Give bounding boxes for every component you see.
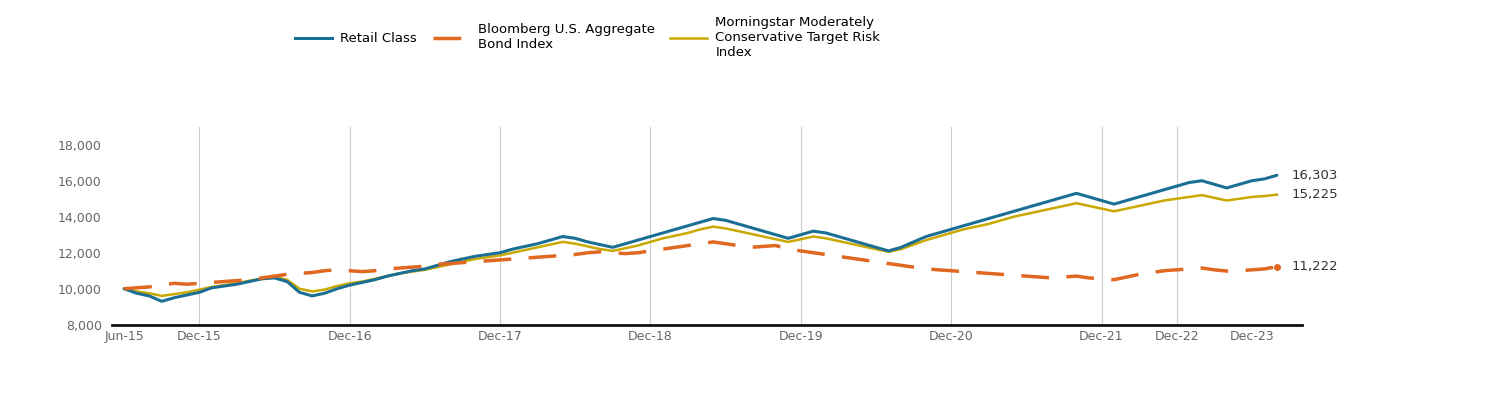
Text: 11,222: 11,222: [1292, 260, 1339, 273]
Legend: Retail Class, Bloomberg U.S. Aggregate
Bond Index, Morningstar Moderately
Conser: Retail Class, Bloomberg U.S. Aggregate B…: [290, 11, 885, 64]
Text: 15,225: 15,225: [1292, 188, 1339, 201]
Text: 16,303: 16,303: [1292, 169, 1338, 182]
